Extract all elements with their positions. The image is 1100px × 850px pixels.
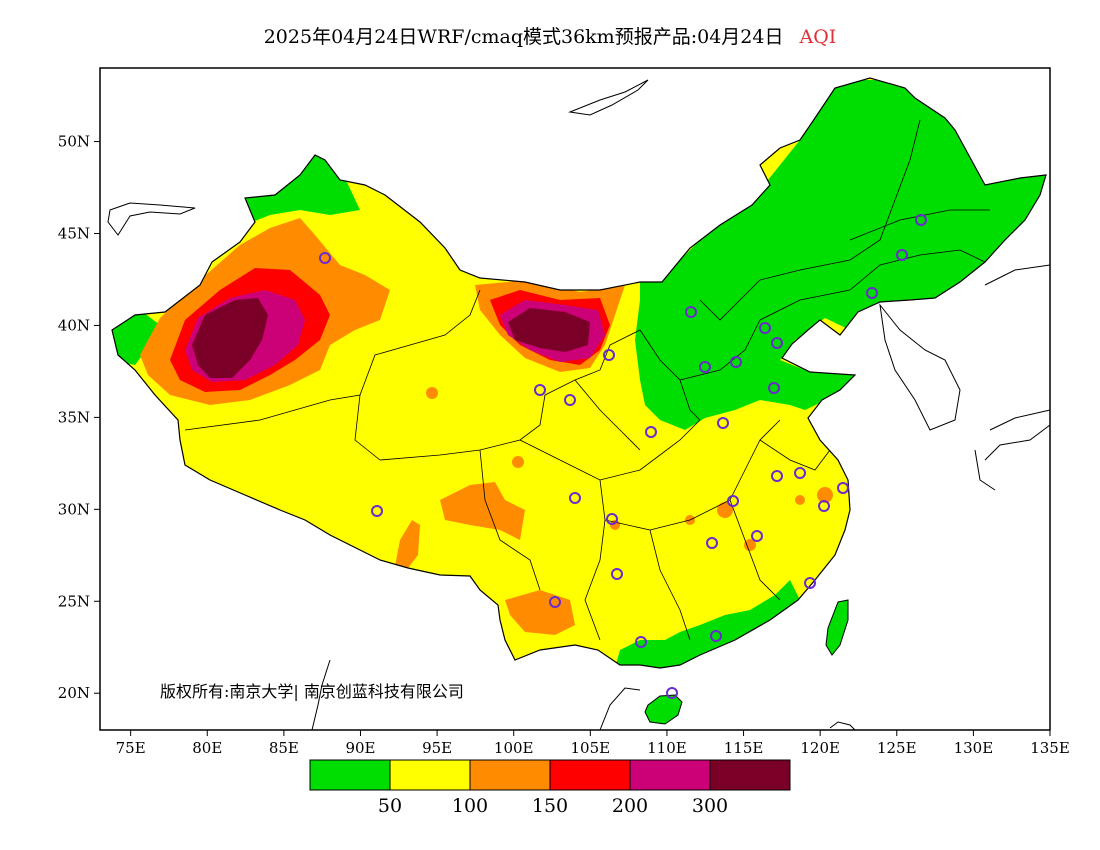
lon-tick-label: 100E [494, 739, 534, 757]
station-marker [549, 596, 561, 608]
station-marker [727, 495, 739, 507]
aqi-zone-green-northeast [635, 80, 1046, 430]
hainan-island [644, 694, 683, 725]
station-marker [804, 577, 816, 589]
lat-tick-label: 45N [58, 225, 90, 243]
lon-tick-label: 95E [422, 739, 452, 757]
station-markers [319, 214, 927, 699]
station-marker [915, 214, 927, 226]
station-marker [606, 513, 618, 525]
station-marker [866, 287, 878, 299]
station-marker [717, 417, 729, 429]
legend-label: 50 [378, 795, 402, 817]
aqi-speck [426, 387, 438, 399]
map-axes: 75E 80E 85E 90E 95E 100E 105E 110E 115E 120E 125E 1… [58, 133, 1070, 757]
legend-swatch [709, 759, 791, 791]
aqi-speck [817, 487, 833, 503]
lat-tick-label: 25N [58, 592, 90, 610]
station-marker [635, 636, 647, 648]
station-marker [771, 337, 783, 349]
lat-tick-label: 40N [58, 316, 90, 334]
legend-label: 300 [692, 795, 728, 817]
station-marker [896, 249, 908, 261]
aqi-speck [512, 456, 524, 468]
station-marker [371, 505, 383, 517]
station-marker [768, 382, 780, 394]
lon-tick-label: 125E [877, 739, 917, 757]
lon-tick-label: 130E [954, 739, 994, 757]
station-marker [534, 384, 546, 396]
lon-tick-label: 85E [269, 739, 299, 757]
lon-tick-label: 115E [724, 739, 764, 757]
aqi-speck [717, 502, 733, 518]
aqi-zone-maroon-alashan [508, 308, 590, 352]
lon-tick-label: 110E [647, 739, 687, 757]
aqi-zone-orange-tibet [395, 520, 420, 568]
legend-swatch [389, 759, 471, 791]
title-variable: AQI [799, 26, 837, 48]
legend-swatch [469, 759, 551, 791]
aqi-speck [795, 495, 805, 505]
lat-tick-label: 30N [58, 500, 90, 518]
map-title: 2025年04月24日WRF/cmaq模式36km预报产品:04月24日 AQI [0, 22, 1100, 49]
province-borders [184, 119, 990, 641]
legend-label: 150 [532, 795, 568, 817]
station-marker [794, 467, 806, 479]
aqi-speck [744, 539, 756, 551]
aqi-zone-orange-sichuan [440, 482, 525, 540]
lon-tick-label: 80E [192, 739, 222, 757]
aqi-zone-green-south [615, 580, 800, 668]
station-marker [818, 500, 830, 512]
station-marker [564, 394, 576, 406]
taiwan-island [825, 599, 849, 656]
station-marker [685, 306, 697, 318]
legend-label: 100 [452, 795, 488, 817]
station-marker [837, 482, 849, 494]
station-marker [569, 492, 581, 504]
station-marker [706, 537, 718, 549]
station-marker [751, 530, 763, 542]
lon-tick-label: 120E [800, 739, 840, 757]
station-marker [666, 687, 678, 699]
neighbor-coastlines [107, 79, 1051, 731]
aqi-zone-orange-yunnan [505, 590, 575, 635]
aqi-zone-maroon-tarim [192, 298, 268, 378]
china-border [111, 77, 1047, 669]
lat-tick-label: 50N [58, 133, 90, 151]
legend-swatch [309, 759, 391, 791]
station-marker [699, 361, 711, 373]
station-marker [611, 568, 623, 580]
title-main: 2025年04月24日WRF/cmaq模式36km预报产品:04月24日 [263, 26, 784, 48]
station-marker [759, 322, 771, 334]
lat-tick-label: 20N [58, 684, 90, 702]
copyright-text: 版权所有:南京大学| 南京创蓝科技有限公司 [160, 682, 464, 701]
lon-tick-label: 75E [116, 739, 146, 757]
station-marker [730, 356, 742, 368]
lon-tick-label: 90E [345, 739, 375, 757]
station-marker [771, 470, 783, 482]
station-marker [645, 426, 657, 438]
station-marker [319, 252, 331, 264]
legend-label: 200 [612, 795, 648, 817]
station-marker [603, 349, 615, 361]
legend-swatch [629, 759, 711, 791]
aqi-zone-green-northwest [240, 150, 360, 225]
lon-tick-label: 105E [571, 739, 611, 757]
lat-tick-label: 35N [58, 408, 90, 426]
lon-tick-label: 135E [1030, 739, 1070, 757]
aqi-legend: 50 100 150 200 300 [309, 759, 791, 817]
station-marker [710, 630, 722, 642]
legend-swatch [549, 759, 631, 791]
